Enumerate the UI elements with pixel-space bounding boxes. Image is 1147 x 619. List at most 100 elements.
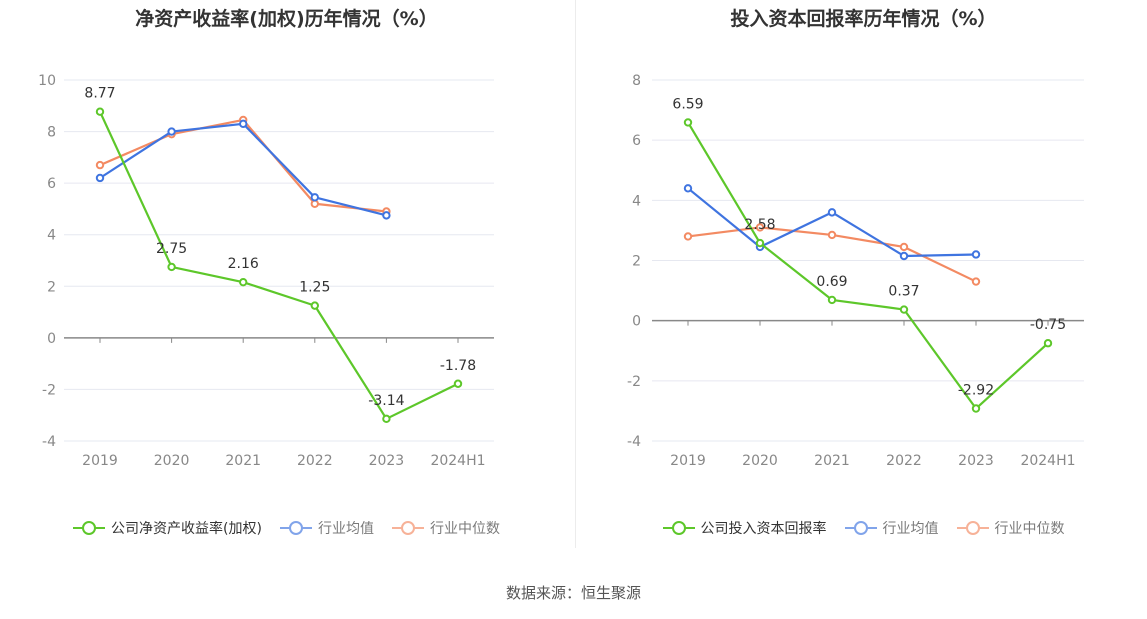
legend-marker-industry-avg [279,521,312,535]
series-line-industry-avg [99,122,387,217]
data-point [95,160,105,170]
chart-title: 净资产收益率(加权)历年情况（%） [135,8,438,30]
legend-item-industry-median[interactable]: 行业中位数 [956,518,1065,538]
legend-item-industry-avg[interactable]: 行业均值 [844,518,939,538]
x-tick-label: 2020 [742,453,778,469]
data-label: 0.37 [888,284,919,300]
y-tick-label: 10 [38,73,56,89]
chart-legend: 公司净资产收益率(加权) 行业均值 行业中位数 [0,518,573,538]
panel-divider [575,0,576,548]
chart-legend: 公司投入资本回报率 行业均值 行业中位数 [577,518,1147,538]
roic-chart-panel: 投入资本回报率历年情况（%） 8 6 4 2 0 -2 -4 2019 2020 2021 2022… [577,0,1147,560]
y-tick-label: 6 [47,176,56,192]
data-point [755,238,765,248]
x-tick-label: 2023 [369,453,405,469]
roic-chart-svg: 8 6 4 2 0 -2 -4 2019 2020 2021 2022 2023 2024H1 6.59 2… [627,73,1084,469]
data-point [310,193,319,202]
data-label: 0.69 [816,274,847,290]
data-point [827,208,837,217]
legend-item-industry-avg[interactable]: 行业均值 [279,518,374,538]
roe-chart-svg: 10 8 6 4 2 0 -2 -4 2019 2020 2021 2022 2023 2024H1 8.7… [38,73,494,469]
x-tick-label: 2019 [670,453,706,469]
data-point [95,173,105,183]
legend-label: 公司净资产收益率(加权) [111,521,262,537]
legend-label: 行业均值 [317,521,374,537]
x-tick-label: 2022 [297,453,333,469]
roe-chart-panel: 净资产收益率(加权)历年情况（%） 10 8 6 4 2 0 -2 -4 2019 2020 202… [0,0,573,560]
data-point [1043,339,1053,348]
y-tick-label: 0 [47,331,56,347]
data-point [453,379,463,388]
legend-item-company[interactable]: 公司投入资本回报率 [662,518,827,538]
data-source: 数据来源：恒生聚源 [505,584,641,602]
data-label: -0.75 [1030,317,1066,333]
data-point [382,211,391,220]
legend-label: 行业中位数 [994,521,1065,537]
data-point [239,277,248,287]
legend-marker-industry-median [956,521,989,535]
legend-label: 行业中位数 [429,521,500,537]
data-point [683,184,693,193]
data-point [971,404,981,413]
series-line-industry-median [99,118,387,213]
legend-marker-company [662,521,695,535]
data-point [755,223,765,232]
data-point [167,262,176,272]
data-point [971,250,981,259]
y-tick-label: 8 [632,73,641,89]
chart-title: 投入资本回报率历年情况（%） [730,8,997,30]
x-tick-label: 2021 [225,453,261,469]
data-point [899,251,909,261]
y-tick-label: 6 [632,133,641,149]
data-label: -2.92 [958,383,994,399]
y-tick-label: 2 [632,254,641,270]
data-point [827,230,837,240]
x-tick-label: 2023 [958,453,994,469]
x-tick-label: 2020 [154,453,190,469]
data-label: 1.25 [299,280,330,296]
legend-label: 公司投入资本回报率 [700,521,827,537]
x-tick-label: 2024H1 [430,453,485,469]
y-tick-label: -2 [627,374,641,390]
legend-marker-industry-avg [844,521,877,535]
legend-label: 行业均值 [882,521,939,537]
data-point [899,305,909,314]
y-tick-label: -4 [42,434,56,450]
y-tick-label: -4 [627,434,641,450]
series-line-company [99,111,459,420]
data-label: -3.14 [368,393,404,409]
legend-marker-industry-median [391,521,424,535]
data-label: 6.59 [672,96,703,112]
data-point [310,199,319,208]
data-label: -1.78 [440,358,476,374]
data-point [827,295,837,305]
y-tick-label: 4 [47,228,56,244]
data-point [683,232,693,241]
data-point [95,107,105,116]
x-tick-label: 2019 [82,453,118,469]
legend-item-industry-median[interactable]: 行业中位数 [391,518,500,538]
y-tick-label: -2 [42,382,56,398]
data-label: 8.77 [84,86,115,102]
data-point [899,242,909,252]
data-point [382,414,391,424]
series-line-industry-avg [687,187,977,258]
x-tick-label: 2022 [886,453,922,469]
data-point [971,277,981,286]
data-point [310,301,319,310]
legend-item-company[interactable]: 公司净资产收益率(加权) [73,518,262,538]
series-line-company [687,121,1049,410]
data-point [239,119,248,129]
legend-marker-company [73,521,106,535]
y-tick-label: 0 [632,314,641,330]
data-label: 2.16 [228,256,259,272]
data-label: 2.75 [156,241,187,257]
y-tick-label: 8 [47,125,56,141]
x-tick-label: 2024H1 [1020,453,1075,469]
data-label: 2.58 [744,217,775,233]
y-tick-label: 2 [47,279,56,295]
y-tick-label: 4 [632,193,641,209]
x-tick-label: 2021 [814,453,850,469]
data-point [167,127,176,136]
data-point [683,118,693,127]
